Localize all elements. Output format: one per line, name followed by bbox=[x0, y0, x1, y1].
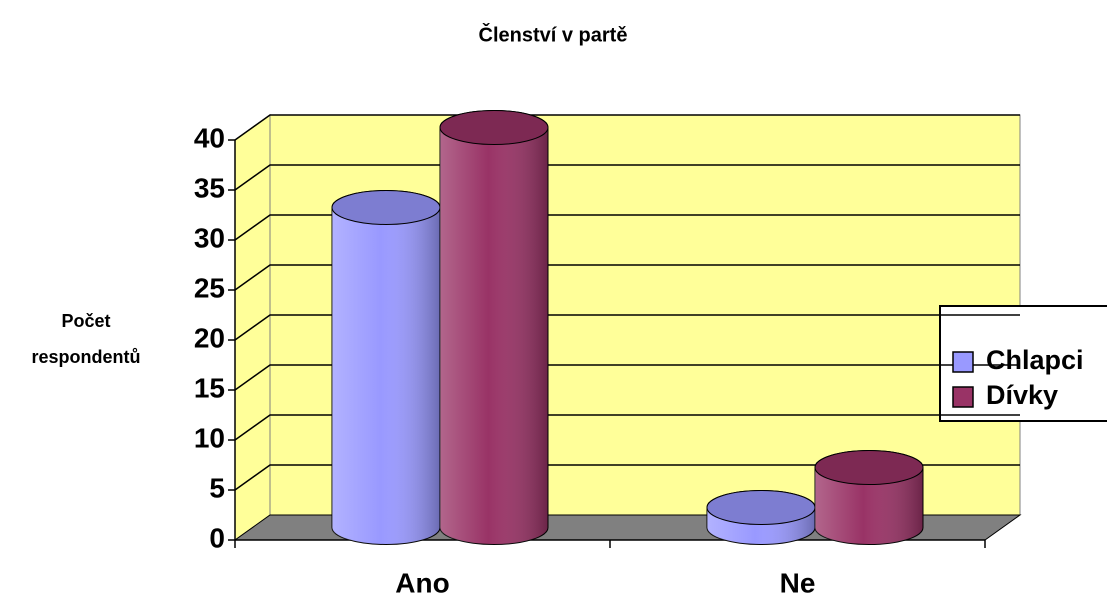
y-axis-label: respondentů bbox=[31, 347, 140, 367]
grid-line bbox=[234, 464, 1020, 491]
grid-line bbox=[234, 164, 1020, 191]
x-tick-label: Ne bbox=[780, 567, 816, 598]
y-tick-label: 30 bbox=[194, 222, 225, 253]
bar-top-shade bbox=[440, 110, 548, 145]
legend-label: Dívky bbox=[986, 380, 1058, 410]
bar-top-shade bbox=[815, 450, 923, 485]
chart-title: Členství v partě bbox=[479, 22, 628, 46]
grid-line bbox=[234, 214, 1020, 241]
bar-top bbox=[814, 450, 924, 485]
y-tick-label: 10 bbox=[194, 422, 225, 453]
legend-swatch bbox=[952, 351, 974, 373]
grid-line bbox=[234, 114, 1020, 141]
y-tick-label: 5 bbox=[209, 472, 225, 503]
bar-shade bbox=[440, 110, 548, 545]
x-tick-label: Ano bbox=[395, 567, 449, 598]
bar-top-shade bbox=[332, 190, 440, 225]
bar-top-shade bbox=[707, 490, 815, 525]
grid-line bbox=[234, 414, 1020, 441]
y-tick-label: 15 bbox=[194, 372, 225, 403]
legend-swatch bbox=[952, 386, 974, 408]
y-tick-label: 40 bbox=[194, 122, 225, 153]
y-tick-label: 25 bbox=[194, 272, 225, 303]
bar-top bbox=[439, 110, 549, 145]
bar-shade bbox=[332, 190, 440, 545]
y-axis-label: Počet bbox=[61, 311, 110, 331]
y-tick-label: 0 bbox=[209, 522, 225, 553]
y-tick-label: 35 bbox=[194, 172, 225, 203]
grid-line bbox=[234, 364, 1020, 391]
y-tick-label: 20 bbox=[194, 322, 225, 353]
grid-line bbox=[234, 314, 1020, 341]
grid-line bbox=[234, 264, 1020, 291]
legend-label: Chlapci bbox=[986, 345, 1084, 375]
